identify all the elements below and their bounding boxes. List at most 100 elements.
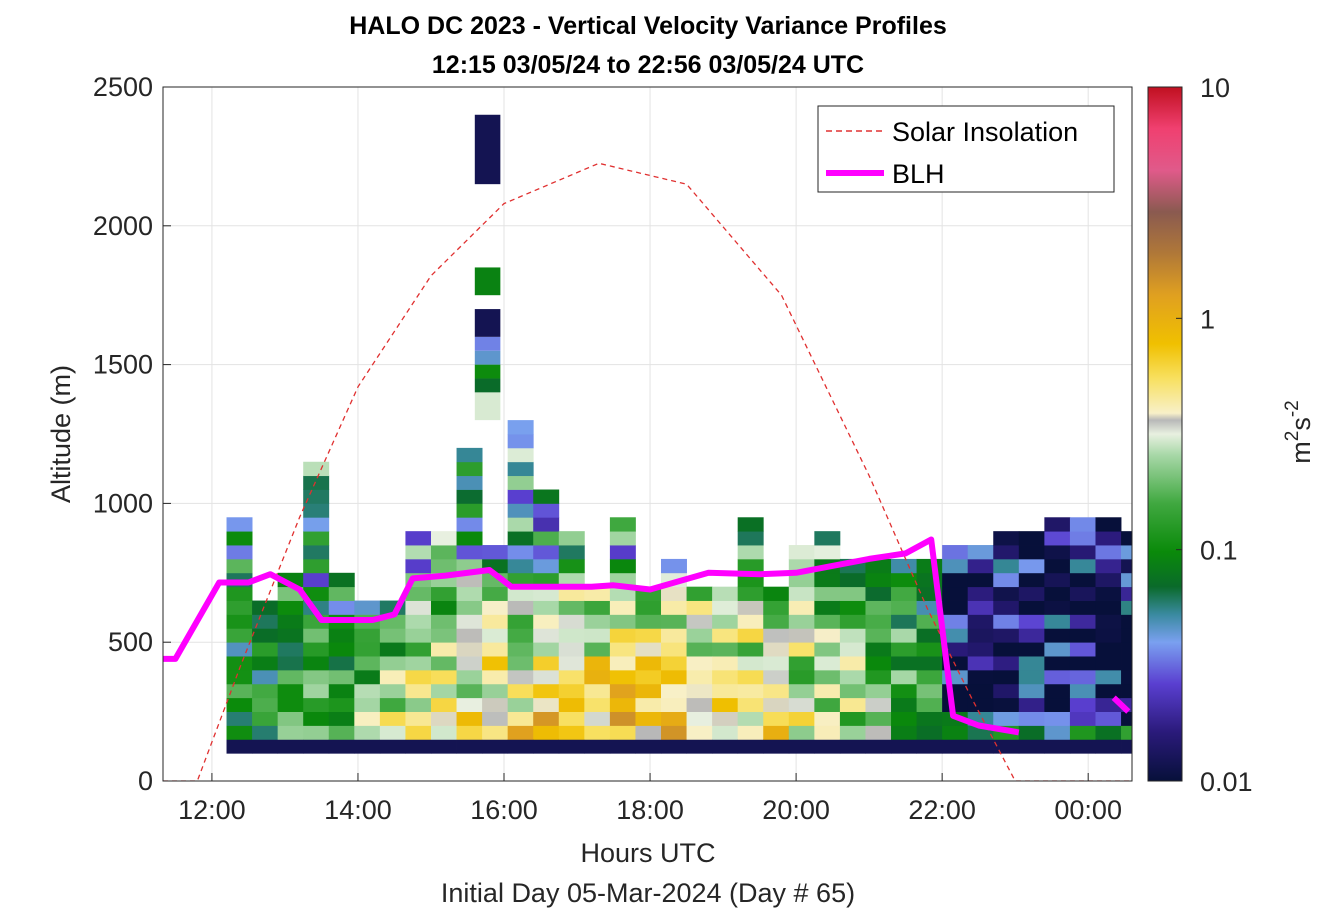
heatmap-cell <box>1121 739 1132 754</box>
heatmap-cell <box>405 614 432 629</box>
heatmap-cell <box>303 517 330 532</box>
heatmap-cell <box>405 711 432 726</box>
heatmap-cell <box>379 739 406 754</box>
heatmap-cell <box>967 683 994 699</box>
heatmap-cell <box>482 642 509 657</box>
heatmap-cell <box>712 725 739 740</box>
heatmap-cell <box>474 336 501 351</box>
plot-frame <box>162 86 1133 782</box>
heatmap-cell <box>405 656 432 671</box>
heatmap-cell <box>609 614 636 629</box>
heatmap-cell <box>763 711 790 726</box>
heatmap-cell <box>482 683 509 699</box>
heatmap-cell <box>303 656 330 671</box>
heatmap-cell <box>814 531 841 546</box>
y-axis-label: Altitude (m) <box>46 365 76 503</box>
heatmap-cell <box>1018 642 1045 657</box>
heatmap-cell <box>865 600 892 615</box>
heatmap-cell <box>967 614 994 629</box>
heatmap-cell <box>430 531 457 546</box>
heatmap-cell <box>1044 656 1071 671</box>
heatmap-cell <box>328 656 355 671</box>
heatmap-cell <box>993 531 1020 546</box>
heatmap-cell <box>277 614 304 629</box>
heatmap-cell <box>865 683 892 699</box>
heatmap-cell <box>1044 545 1071 560</box>
heatmap-cell <box>967 669 994 685</box>
heatmap-cell <box>584 600 611 615</box>
heatmap-cell <box>456 642 483 657</box>
heatmap-cell <box>993 669 1020 685</box>
heatmap-cell <box>814 656 841 671</box>
heatmap-cell <box>916 683 943 699</box>
heatmap-cell <box>533 572 560 588</box>
heatmap-cell <box>661 642 687 657</box>
heatmap-cell <box>507 711 534 726</box>
heatmap-cell <box>558 711 585 726</box>
heatmap-cell <box>507 475 534 490</box>
heatmap-cell <box>507 572 534 588</box>
heatmap-cell <box>1095 656 1122 671</box>
y-tick-label: 1500 <box>93 350 153 380</box>
heatmap-cell <box>661 711 687 726</box>
x-tick-label: 12:00 <box>178 795 246 825</box>
heatmap-cell <box>609 669 636 685</box>
heatmap-cell <box>1069 600 1096 615</box>
heatmap-cell <box>942 586 969 601</box>
heatmap-cell <box>558 725 585 740</box>
heatmap-cell <box>686 614 713 629</box>
heatmap-cell <box>1044 683 1071 699</box>
heatmap-cell <box>916 739 943 754</box>
heatmap-cell <box>252 614 279 629</box>
heatmap-cell <box>430 669 457 685</box>
x-tick-label: 16:00 <box>470 795 538 825</box>
heatmap-cell <box>558 669 585 685</box>
heatmap-cell <box>1095 531 1122 546</box>
heatmap-cell <box>1095 586 1122 601</box>
heatmap-cell <box>328 600 355 615</box>
heatmap-cell <box>1121 545 1132 560</box>
heatmap-cell <box>507 697 534 712</box>
heatmap-cell <box>533 586 560 601</box>
heatmap-cell <box>1069 642 1096 657</box>
heatmap-cell <box>814 572 841 588</box>
heatmap-cell <box>865 558 892 574</box>
heatmap-cell <box>686 683 713 699</box>
legend: Solar Insolation BLH <box>817 105 1115 193</box>
heatmap-cell <box>456 475 483 490</box>
heatmap-cell <box>967 739 994 754</box>
heatmap-cell <box>430 614 457 629</box>
heatmap-cell <box>1121 531 1132 546</box>
heatmap-cell <box>1069 558 1096 574</box>
heatmap-cell <box>891 697 917 712</box>
heatmap-cell <box>1121 697 1132 712</box>
heatmap-cell <box>533 489 560 504</box>
heatmap-cell <box>942 739 969 754</box>
heatmap-cell <box>456 447 483 463</box>
heatmap-cell <box>507 447 534 463</box>
heatmap-cell <box>891 656 917 671</box>
heatmap-cell <box>839 614 866 629</box>
heatmap-cell <box>1121 683 1132 699</box>
heatmap-cell <box>405 669 432 685</box>
heatmap-cell <box>763 586 790 601</box>
heatmap-cell <box>609 558 636 574</box>
heatmap-cell <box>788 545 815 560</box>
heatmap-cell <box>661 669 687 685</box>
heatmap-cell <box>1121 558 1132 574</box>
chart-subtitle: 12:15 03/05/24 to 22:56 03/05/24 UTC <box>432 51 864 79</box>
heatmap-cell <box>405 739 432 754</box>
heatmap-cell <box>686 711 713 726</box>
heatmap-cell <box>303 558 330 574</box>
heatmap-cell <box>456 739 483 754</box>
heatmap-cell <box>1018 614 1045 629</box>
heatmap-cell <box>993 683 1020 699</box>
blh-line <box>163 536 1020 736</box>
heatmap-cell <box>839 572 866 588</box>
heatmap-cell <box>712 683 739 699</box>
x-tick-label: 00:00 <box>1054 795 1122 825</box>
heatmap-cell <box>1069 628 1096 643</box>
heatmap-cell <box>584 614 611 629</box>
heatmap-cell <box>1044 711 1071 726</box>
